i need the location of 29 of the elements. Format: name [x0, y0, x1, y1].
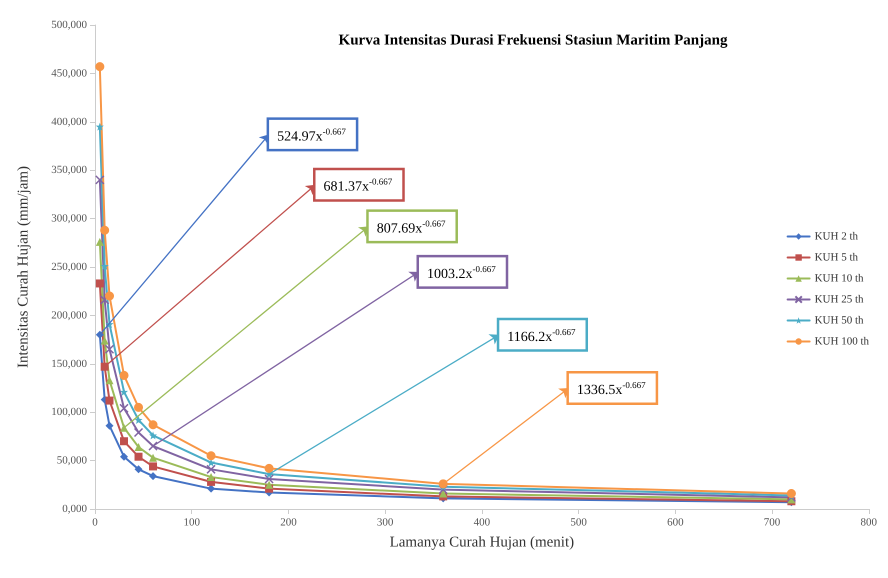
legend-label: KUH 10 th	[814, 272, 864, 284]
y-tick-label: 300,000	[51, 212, 88, 225]
text: Kurva Intensitas Durasi Frekuensi Stasiun Maritim Panjang	[338, 32, 728, 48]
x-tick-label: 400	[474, 516, 491, 528]
y-tick-label: 150,000	[51, 358, 88, 370]
x-tick-label: 100	[183, 516, 200, 528]
y-tick-label: 350,000	[51, 164, 88, 176]
y-tick-label: 200,000	[51, 309, 88, 322]
legend-label: KUH 2 th	[814, 230, 858, 242]
y-axis-title: Intensitas Curah Hujan (mm/jam)	[16, 166, 32, 368]
legend-label: KUH 50 th	[814, 314, 864, 326]
x-tick-label: 600	[667, 516, 684, 528]
y-tick-label: 250,000	[51, 261, 88, 273]
y-tick-label: 100,000	[51, 406, 88, 418]
y-tick-label: 500,000	[51, 19, 88, 31]
x-axis-title: Lamanya Curah Hujan (menit)	[390, 534, 574, 550]
y-tick-label: 450,000	[51, 67, 88, 80]
x-tick-label: 800	[860, 516, 878, 528]
x-tick-label: 200	[280, 516, 298, 528]
y-tick-label: 50,000	[56, 454, 88, 467]
x-tick-label: 300	[376, 516, 394, 528]
x-tick-label: 700	[764, 516, 781, 528]
y-tick-label: 400,000	[51, 116, 88, 128]
x-tick-label: 500	[570, 516, 588, 528]
legend-label: KUH 25 th	[814, 294, 864, 306]
y-tick-label: 0,000	[62, 503, 88, 515]
x-tick-label: 0	[92, 516, 98, 528]
legend-label: KUH 100 th	[814, 336, 870, 348]
legend-label: KUH 5 th	[814, 252, 858, 264]
